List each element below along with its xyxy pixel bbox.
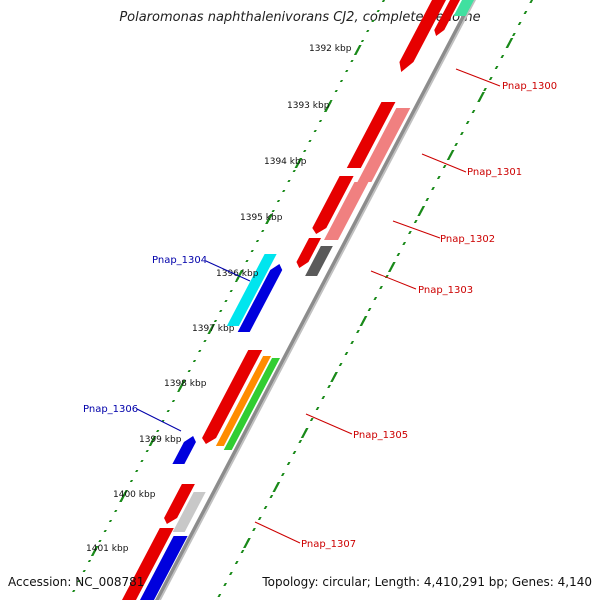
gene-bottom-red[interactable] [121, 528, 174, 600]
tick-label-1392: 1392 kbp [309, 44, 352, 54]
inner-major-ticks [90, 45, 362, 556]
gene-pnap-1304-cyan[interactable] [226, 254, 277, 326]
tick-label-1394: 1394 kbp [264, 157, 307, 167]
genome-backbone-highlight [158, 0, 476, 600]
gene-leader-lines [136, 68, 501, 544]
map-title: Polaromonas naphthalenivorans CJ2, compl… [119, 10, 481, 25]
gene-bottom-blue[interactable] [139, 536, 188, 600]
reverse-tick-ring [67, 0, 386, 600]
tick-label-1397: 1397 kbp [192, 324, 235, 334]
gene-label-pnap-1303[interactable]: Pnap_1303 [418, 285, 473, 296]
gene-pnap-1302-pink[interactable] [323, 182, 369, 240]
gene-label-pnap-1305[interactable]: Pnap_1305 [353, 430, 408, 441]
tick-label-1396: 1396 kbp [216, 269, 259, 279]
tick-label-1395: 1395 kbp [240, 213, 283, 223]
gene-label-pnap-1302[interactable]: Pnap_1302 [440, 234, 495, 245]
gene-pnap-1305-orange[interactable] [215, 356, 272, 446]
gene-pnap-1305-red[interactable] [199, 350, 263, 444]
gene-pnap-1301-red[interactable] [346, 102, 396, 168]
outer-major-ticks [243, 38, 514, 548]
gene-pnap-1305-green[interactable] [223, 358, 281, 450]
gene-label-pnap-1306[interactable]: Pnap_1306 [83, 404, 138, 415]
gene-pnap-1303-red[interactable] [293, 238, 322, 268]
gene-top-green[interactable] [453, 0, 474, 16]
gene-pnap-1307-gray[interactable] [172, 492, 206, 532]
gene-pnap-1299-arrow[interactable] [394, 0, 446, 72]
gene-label-pnap-1304[interactable]: Pnap_1304 [152, 255, 207, 266]
gene-pnap-1302-red[interactable] [309, 176, 354, 234]
gene-label-pnap-1307[interactable]: Pnap_1307 [301, 539, 356, 550]
gene-pnap-1301-pink[interactable] [357, 108, 411, 182]
topology-text: Topology: circular; Length: 4,410,291 bp… [262, 575, 592, 589]
tick-label-1393: 1393 kbp [287, 101, 330, 111]
kbp-labels: 1392 kbp 1393 kbp 1394 kbp 1395 kbp 1396… [86, 44, 352, 554]
gene-labels: Pnap_1300 Pnap_1301 Pnap_1302 Pnap_1303 … [83, 81, 557, 550]
genome-backbone [154, 0, 474, 600]
gene-pnap-1303-gray[interactable] [305, 246, 333, 276]
gene-top-arrow[interactable] [431, 0, 460, 36]
gene-label-pnap-1300[interactable]: Pnap_1300 [502, 81, 557, 92]
gene-label-pnap-1301[interactable]: Pnap_1301 [467, 167, 522, 178]
gene-pnap-1306-arrow[interactable] [172, 436, 199, 464]
tick-label-1398: 1398 kbp [164, 379, 207, 389]
tick-label-1399: 1399 kbp [139, 435, 182, 445]
tick-label-1401: 1401 kbp [86, 544, 129, 554]
gene-pnap-1307-red[interactable] [161, 484, 195, 524]
gene-pnap-1304-blue[interactable] [237, 264, 286, 332]
tick-label-1400: 1400 kbp [113, 490, 156, 500]
accession-text: Accession: NC_008781 [8, 575, 145, 589]
